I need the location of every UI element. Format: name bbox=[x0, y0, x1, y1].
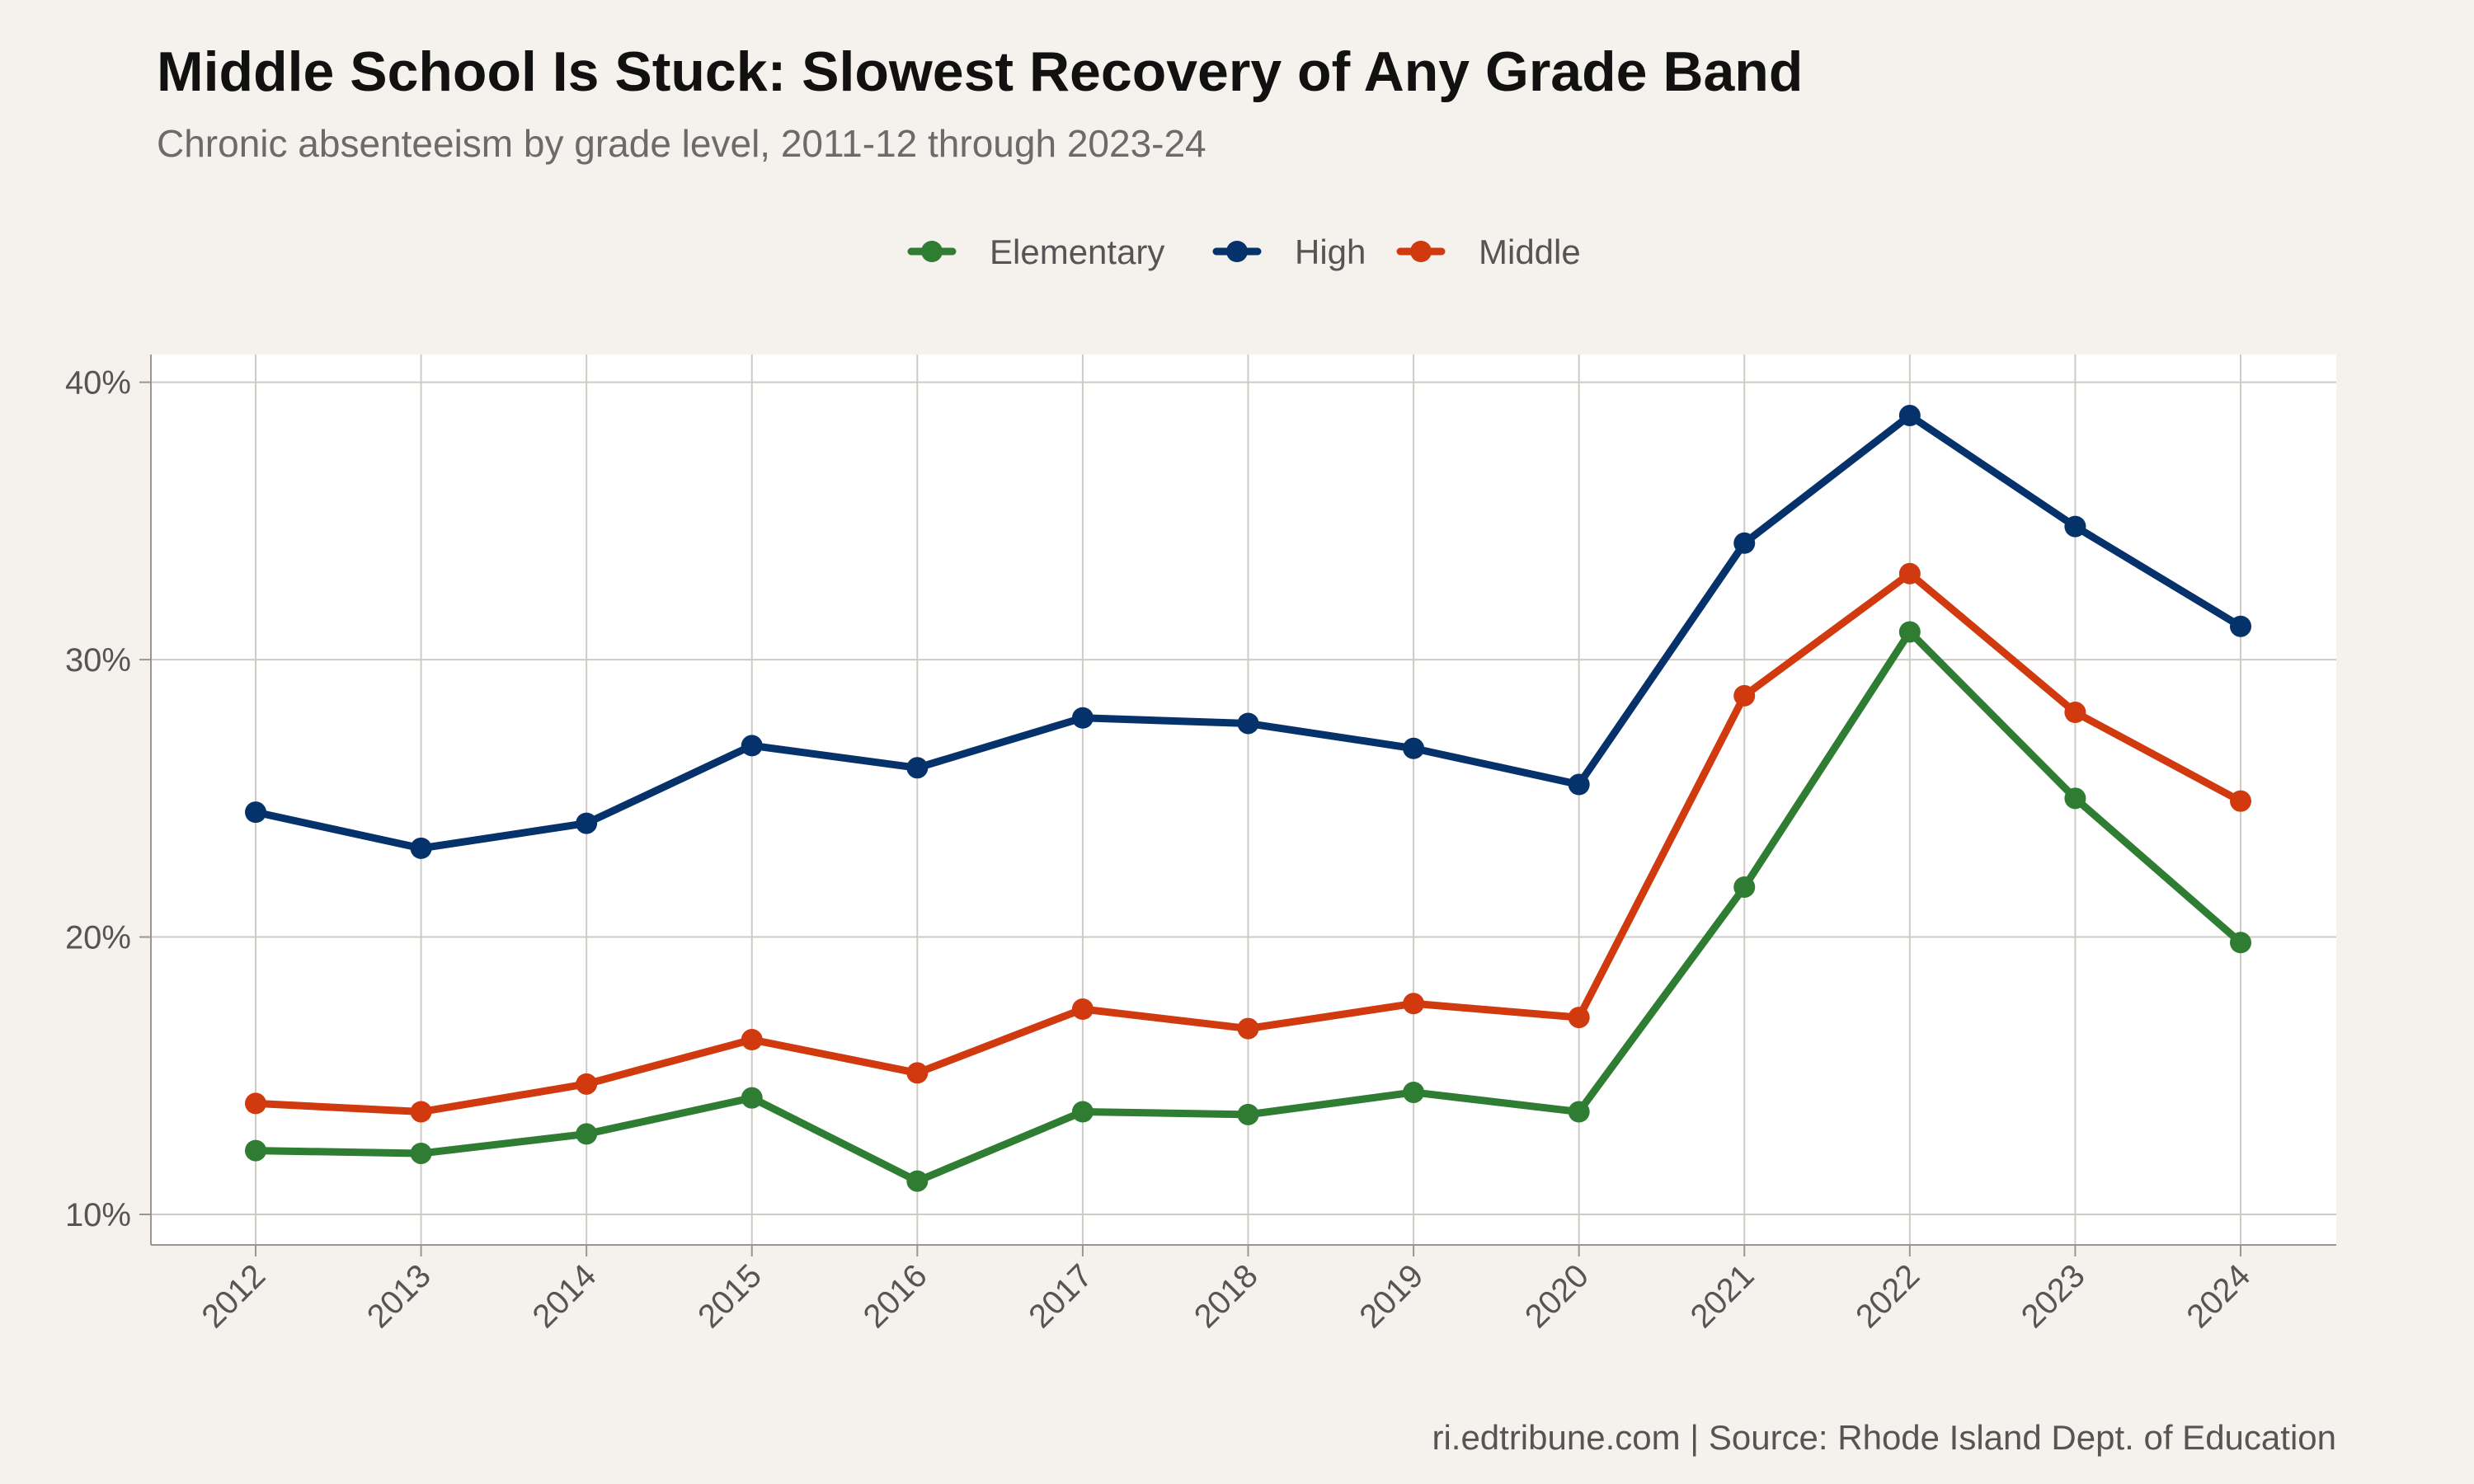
data-point-high bbox=[576, 812, 598, 834]
x-tick-label: 2019 bbox=[1352, 1257, 1430, 1335]
x-tick-label: 2023 bbox=[2015, 1257, 2092, 1335]
data-point-high bbox=[410, 837, 432, 859]
data-point-high bbox=[245, 801, 266, 824]
series-lines bbox=[245, 405, 2251, 1192]
y-tick-label: 20% bbox=[65, 920, 131, 956]
data-point-high bbox=[2064, 515, 2086, 538]
x-tick-label: 2021 bbox=[1684, 1257, 1761, 1335]
x-tick-label: 2013 bbox=[360, 1257, 438, 1335]
x-tick-label: 2014 bbox=[525, 1257, 603, 1335]
data-point-elementary bbox=[2064, 787, 2086, 810]
data-point-middle bbox=[741, 1029, 763, 1051]
data-point-high bbox=[741, 735, 763, 757]
legend: Elementary High Middle bbox=[907, 232, 1581, 271]
data-point-elementary bbox=[1568, 1101, 1590, 1123]
data-point-middle bbox=[576, 1073, 598, 1095]
data-point-elementary bbox=[1071, 1101, 1094, 1123]
data-point-high bbox=[906, 757, 929, 779]
legend-marker-elementary bbox=[921, 241, 943, 262]
data-point-elementary bbox=[741, 1087, 763, 1109]
legend-marker-middle bbox=[1410, 241, 1432, 262]
data-point-elementary bbox=[245, 1139, 266, 1162]
data-point-high bbox=[1071, 707, 1094, 729]
data-point-elementary bbox=[576, 1123, 598, 1145]
y-tick-label: 40% bbox=[65, 365, 131, 402]
data-point-middle bbox=[245, 1092, 266, 1115]
y-tick-label: 30% bbox=[65, 642, 131, 679]
data-point-high bbox=[1403, 737, 1425, 759]
data-point-middle bbox=[410, 1101, 432, 1123]
data-point-high bbox=[2230, 615, 2251, 637]
x-tick-label: 2012 bbox=[195, 1257, 272, 1335]
data-point-elementary bbox=[906, 1170, 929, 1192]
legend-marker-high bbox=[1226, 241, 1248, 262]
x-tick-label: 2020 bbox=[1518, 1257, 1596, 1335]
data-point-elementary bbox=[1733, 876, 1756, 898]
legend-label-high: High bbox=[1295, 232, 1366, 271]
legend-label-middle: Middle bbox=[1479, 232, 1581, 271]
data-point-elementary bbox=[1898, 621, 1921, 643]
data-point-middle bbox=[2230, 790, 2251, 812]
data-point-middle bbox=[1403, 993, 1425, 1015]
x-tick-label: 2016 bbox=[857, 1257, 934, 1335]
x-tick-label: 2015 bbox=[691, 1257, 769, 1335]
y-tick-label: 10% bbox=[65, 1197, 131, 1233]
chart-subtitle: Chronic absenteeism by grade level, 2011… bbox=[157, 122, 1206, 165]
data-point-elementary bbox=[1403, 1081, 1425, 1103]
x-tick-label: 2022 bbox=[1849, 1257, 1926, 1335]
data-point-elementary bbox=[410, 1142, 432, 1164]
data-point-middle bbox=[906, 1062, 929, 1084]
data-point-elementary bbox=[2230, 932, 2251, 954]
data-point-high bbox=[1733, 532, 1756, 554]
data-point-middle bbox=[1568, 1007, 1590, 1029]
chart-caption: ri.edtribune.com | Source: Rhode Island … bbox=[1432, 1418, 2336, 1457]
x-tick-label: 2024 bbox=[2180, 1257, 2257, 1335]
data-point-middle bbox=[1733, 684, 1756, 707]
data-point-high bbox=[1898, 405, 1921, 427]
data-point-elementary bbox=[1237, 1103, 1259, 1125]
data-point-high bbox=[1568, 773, 1590, 796]
x-tick-label: 2018 bbox=[1188, 1257, 1265, 1335]
data-point-middle bbox=[1898, 562, 1921, 585]
legend-label-elementary: Elementary bbox=[990, 232, 1164, 271]
data-point-middle bbox=[1237, 1017, 1259, 1040]
data-point-middle bbox=[2064, 702, 2086, 724]
x-tick-label: 2017 bbox=[1022, 1257, 1099, 1335]
chart-title: Middle School Is Stuck: Slowest Recovery… bbox=[157, 40, 1803, 103]
data-point-middle bbox=[1071, 998, 1094, 1021]
data-point-high bbox=[1237, 712, 1259, 735]
